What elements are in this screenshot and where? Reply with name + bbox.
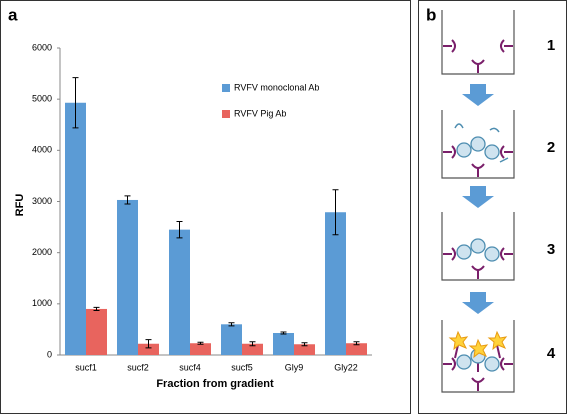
bar [190,343,211,355]
error-bar [72,77,79,129]
y-axis-title: RFU [14,194,26,217]
panel-b-frame [418,0,567,414]
error-bar [332,189,339,236]
x-tick-label: Gly9 [285,362,304,372]
y-tick-label: 3000 [32,196,52,206]
y-tick-label: 2000 [32,247,52,257]
arrows [462,84,494,314]
bar [169,229,190,355]
bar [242,343,263,355]
x-axis-title: Fraction from gradient [156,378,274,390]
bar [86,308,107,355]
well [441,10,515,75]
error-bar [353,341,360,346]
error-bar [145,339,152,349]
y-tick-label: 0 [47,349,52,359]
legend-label: RVFV monoclonal Ab [234,82,319,92]
antibodies [443,39,513,391]
bar [273,332,294,355]
x-tick-label: Gly22 [334,362,358,372]
y-tick-label: 6000 [32,42,52,52]
error-bar [280,331,287,335]
x-tick-label: sucf4 [179,362,201,372]
x-tick-label: sucf1 [75,362,97,372]
error-bar [93,306,100,311]
step-number: 2 [547,139,555,156]
bar [325,212,346,355]
error-bar [124,195,131,205]
error-bar [176,220,183,239]
signal [448,330,508,359]
bar [138,343,159,355]
well [441,320,515,393]
y-tick-label: 1000 [32,298,52,308]
error-bar [249,341,256,347]
error-bar [301,342,308,347]
step-number: 4 [547,345,556,362]
bar [65,102,86,355]
error-bar [197,341,204,345]
bar [294,344,315,355]
bar [117,199,138,355]
step-number: 1 [547,37,555,54]
error-bar [228,322,235,327]
legend-swatch [222,110,230,118]
legend-label: RVFV Pig Ab [234,108,286,118]
diagram: 1 2 3 4 [441,10,556,393]
virus-particles [454,123,509,372]
panel-label: b [426,5,436,24]
bar [221,324,242,355]
y-tick-label: 5000 [32,94,52,104]
bar [346,343,367,355]
well [441,110,515,179]
well [441,212,515,281]
step-number: 3 [547,241,555,258]
x-tick-label: sucf5 [231,362,253,372]
x-tick-label: sucf2 [127,362,149,372]
legend-swatch [222,84,230,92]
panel-label: a [8,5,18,24]
y-tick-label: 4000 [32,145,52,155]
